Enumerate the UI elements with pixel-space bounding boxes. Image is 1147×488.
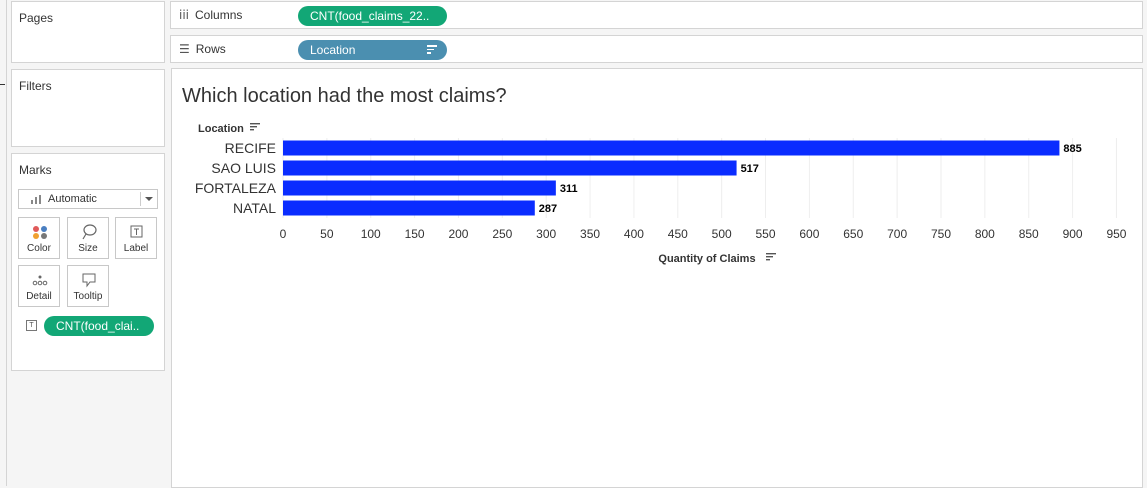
x-tick-label: 900 [1063, 227, 1083, 241]
data-label: 885 [1063, 143, 1081, 155]
x-tick-label: 100 [361, 227, 381, 241]
data-label: 287 [539, 203, 557, 215]
bar [283, 180, 556, 196]
label-button[interactable]: Label [115, 217, 157, 259]
sort-icon-bar [766, 259, 770, 261]
bar [283, 200, 535, 216]
x-tick-label: 600 [799, 227, 819, 241]
sort-icon-bar [250, 123, 260, 125]
chart-view: Which location had the most claims? Loca… [171, 68, 1143, 488]
dropdown-separator [140, 192, 141, 206]
text-field-icon: T [26, 320, 37, 331]
bar-chart-icon [31, 195, 43, 204]
color-dots-icon [33, 226, 47, 239]
size-button[interactable]: Size [67, 217, 109, 259]
mark-type-dropdown[interactable]: Automatic [18, 189, 158, 209]
sort-icon-bar [766, 253, 776, 255]
x-tick-label: 550 [756, 227, 776, 241]
mark-type-label: Automatic [48, 193, 97, 205]
rows-pill[interactable]: Location [298, 40, 447, 60]
pages-title: Pages [19, 11, 54, 25]
x-tick-label: 750 [931, 227, 951, 241]
x-tick-label: 850 [1019, 227, 1039, 241]
x-axis-title: Quantity of Claims [658, 253, 755, 265]
x-tick-label: 250 [492, 227, 512, 241]
x-tick-label: 350 [580, 227, 600, 241]
x-tick-label: 200 [448, 227, 468, 241]
x-tick-label: 800 [975, 227, 995, 241]
x-tick-label: 950 [1106, 227, 1126, 241]
marks-label-pill[interactable]: CNT(food_clai.. [44, 316, 154, 336]
columns-label: Columns [195, 8, 243, 22]
rows-label: Rows [195, 42, 226, 56]
category-label: FORTALEZA [195, 180, 277, 196]
bar [283, 140, 1060, 156]
bar-chart: Location RECIFE 885 SAO LUIS 517 FORTALEZA 311… [195, 123, 1127, 265]
edge-tick [0, 84, 5, 85]
rows-shelf[interactable]: ☰ Rows Location [170, 35, 1143, 63]
x-tick-label: 400 [624, 227, 644, 241]
text-label-icon [130, 225, 143, 238]
x-tick-label: 700 [887, 227, 907, 241]
x-tick-label: 300 [536, 227, 556, 241]
lasso-icon [82, 224, 97, 240]
category-label: NATAL [233, 200, 276, 216]
tooltip-button-label: Tooltip [73, 291, 103, 302]
color-button-label: Color [27, 243, 51, 254]
label-button-label: Label [123, 243, 149, 254]
color-button[interactable]: Color [18, 217, 60, 259]
sort-descending-icon[interactable] [427, 45, 437, 55]
x-tick-label: 0 [280, 227, 287, 241]
rows-pill-text: Location [310, 43, 356, 57]
data-label: 517 [741, 163, 759, 175]
x-tick-label: 450 [668, 227, 688, 241]
speech-bubble-icon [82, 273, 96, 288]
rows-shelf-label: ☰ Rows [179, 42, 226, 56]
x-tick-label: 500 [712, 227, 732, 241]
filters-card[interactable]: Filters [11, 69, 165, 147]
category-label: SAO LUIS [211, 160, 276, 176]
x-tick-label: 50 [320, 227, 334, 241]
pages-card[interactable]: Pages [11, 1, 165, 63]
sort-icon-bar [766, 256, 773, 258]
columns-pill[interactable]: CNT(food_claims_22.. [298, 6, 447, 26]
category-label: RECIFE [225, 140, 276, 156]
chart-title: Which location had the most claims? [182, 85, 507, 107]
size-button-label: Size [78, 243, 98, 254]
marks-title: Marks [19, 163, 52, 177]
sort-icon-bar [250, 129, 254, 131]
columns-shelf-label: iii Columns [179, 8, 242, 22]
detail-button[interactable]: Detail [18, 265, 60, 307]
detail-button-label: Detail [26, 291, 52, 302]
bar [283, 160, 737, 176]
columns-pill-text: CNT(food_claims_22.. [310, 9, 430, 23]
data-label: 311 [560, 183, 578, 195]
rows-icon: ☰ [179, 42, 190, 56]
y-axis-title: Location [198, 123, 244, 135]
sort-icon-bar [250, 126, 257, 128]
tooltip-button[interactable]: Tooltip [67, 265, 109, 307]
left-edge-strip [0, 0, 7, 486]
marks-label-pill-text: CNT(food_clai.. [56, 319, 140, 333]
chevron-down-icon [145, 197, 153, 201]
columns-icon: iii [179, 8, 190, 22]
detail-dots-icon [32, 275, 48, 286]
marks-card: Marks Automatic Color Size Label [11, 153, 165, 371]
x-tick-label: 650 [843, 227, 863, 241]
filters-title: Filters [19, 79, 52, 93]
columns-shelf[interactable]: iii Columns CNT(food_claims_22.. [170, 1, 1143, 29]
x-tick-label: 150 [405, 227, 425, 241]
